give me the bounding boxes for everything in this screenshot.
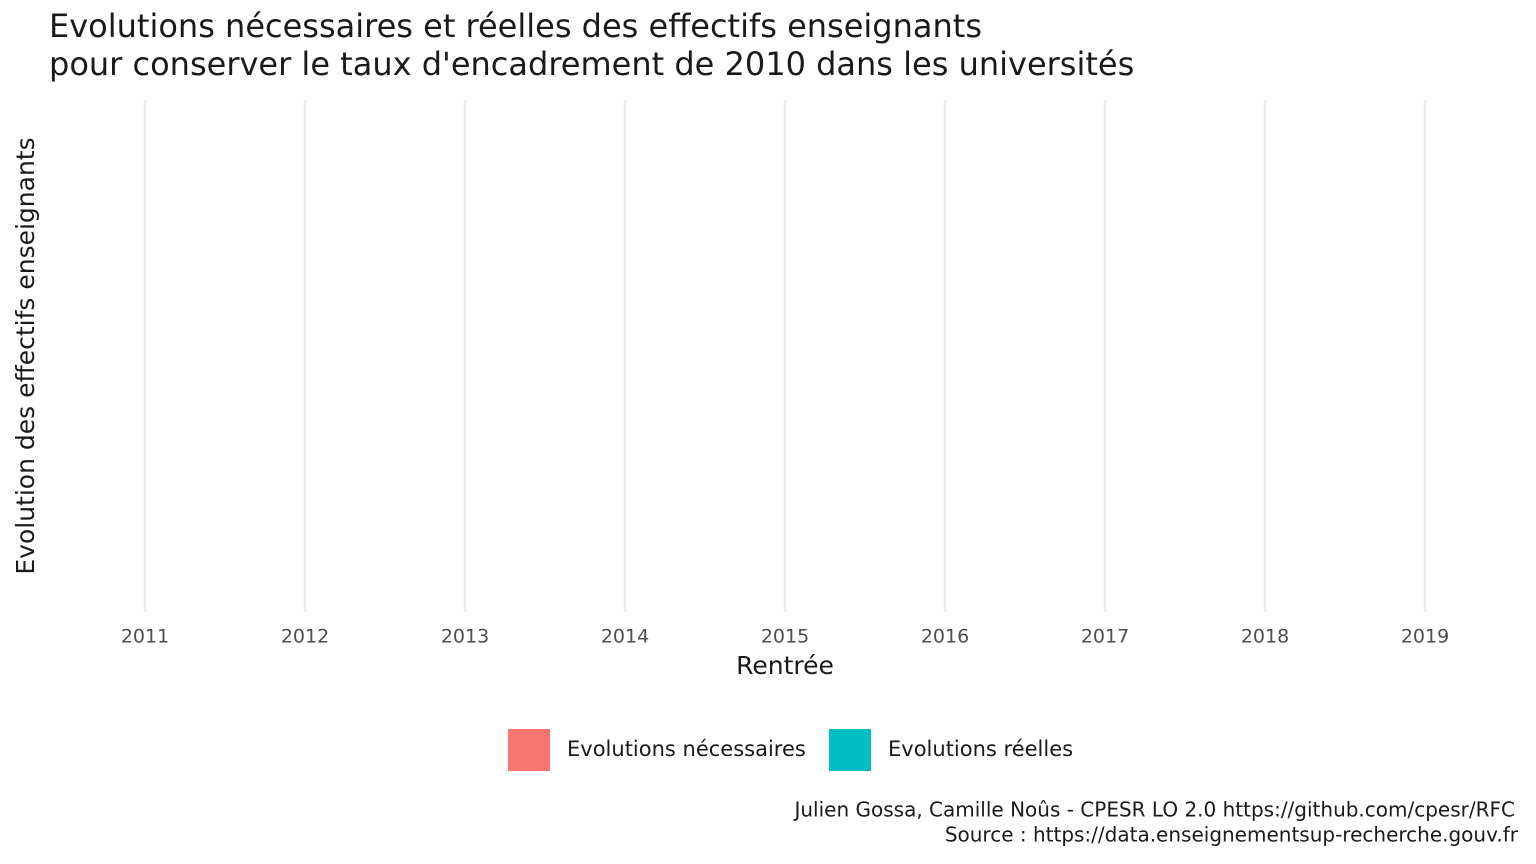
y-axis-label: Evolution des effectifs enseignants: [11, 137, 40, 574]
x-tick-label: 2011: [121, 626, 169, 648]
x-tick-label: 2018: [1241, 626, 1289, 648]
x-tick-label: 2014: [601, 626, 649, 648]
x-tick-label: 2019: [1401, 626, 1449, 648]
x-tick-label: 2013: [441, 626, 489, 648]
x-tick-label: 2012: [281, 626, 329, 648]
chart-title: Evolutions nécessaires et réelles des ef…: [49, 7, 982, 45]
chart-title: pour conserver le taux d'encadrement de …: [49, 45, 1134, 83]
x-tick-label: 2015: [761, 626, 809, 648]
caption: Source : https://data.enseignementsup-re…: [945, 823, 1519, 847]
legend-swatch: [829, 729, 871, 771]
legend-swatch: [508, 729, 550, 771]
x-axis-label: Rentrée: [736, 651, 834, 680]
x-tick-label: 2017: [1081, 626, 1129, 648]
legend-label: Evolutions réelles: [888, 737, 1073, 761]
caption: Julien Gossa, Camille Noûs - CPESR LO 2.…: [792, 798, 1515, 822]
x-tick-label: 2016: [921, 626, 969, 648]
legend-label: Evolutions nécessaires: [567, 737, 806, 761]
